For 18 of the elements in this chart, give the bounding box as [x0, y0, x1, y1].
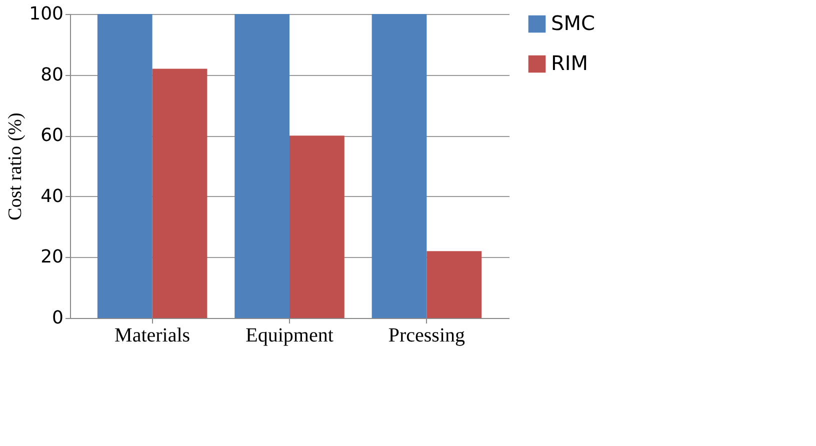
y-tick-label: 20	[40, 246, 64, 268]
y-tick-label: 40	[40, 186, 64, 207]
x-tick-label: Materials	[114, 324, 190, 346]
y-tick-label: 60	[40, 125, 64, 146]
x-tick-label: Equipment	[246, 324, 334, 346]
bar	[290, 136, 344, 318]
legend-label: RIM	[551, 51, 588, 75]
y-tick-label: 80	[40, 64, 64, 86]
bar	[234, 14, 290, 318]
legend-label: SMC	[551, 11, 595, 35]
y-tick-label: 100	[29, 4, 64, 24]
y-tick-label: 0	[52, 308, 64, 328]
y-axis-title: Cost ratio (%)	[5, 112, 26, 220]
bar	[97, 14, 152, 318]
x-tick-label: Prcessing	[388, 324, 466, 346]
bar	[372, 14, 427, 318]
bar	[426, 251, 482, 318]
bar	[152, 68, 208, 318]
